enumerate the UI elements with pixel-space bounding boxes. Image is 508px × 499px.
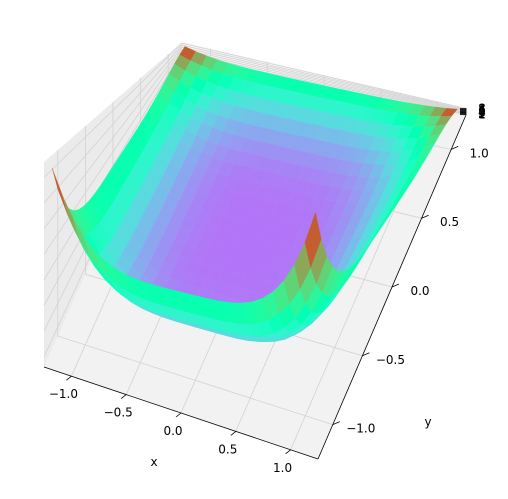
z-gridline (43, 48, 467, 255)
y-tick-label: 0.5 (440, 215, 459, 229)
y-tick-label: 1.0 (470, 146, 489, 160)
z-gridline (43, 42, 467, 178)
y-tick (332, 421, 340, 425)
x-tick (285, 449, 291, 455)
z-tick-label: 6 (478, 103, 486, 117)
y-tick-label: 0.0 (410, 284, 429, 298)
surface-facet (304, 211, 322, 269)
z-tick-label: 4 (478, 105, 486, 119)
x-tick (175, 412, 182, 418)
x-axis-label: x (150, 455, 157, 469)
x-tick (230, 431, 237, 436)
x-tick-label: 1.0 (273, 461, 292, 475)
y-tick (362, 352, 370, 357)
surface-mesh (52, 46, 458, 342)
z-tick-label: 5 (478, 104, 486, 118)
x-tick-label: −1.0 (49, 387, 78, 401)
y-tick (451, 146, 459, 150)
z-tick-label: 8 (478, 102, 486, 116)
y-tick-label: −1.0 (346, 422, 375, 436)
x-tick-label: 0.5 (218, 442, 237, 456)
y-gridline (57, 150, 333, 425)
z-tick-label: 2 (478, 107, 486, 121)
z-tick-label: 7 (478, 102, 486, 116)
x-tick (66, 375, 72, 381)
y-tick-label: −0.5 (376, 353, 405, 367)
z-tick-label: 1 (478, 108, 486, 122)
z-gridline (43, 46, 467, 229)
y-tick (391, 283, 400, 288)
x-tick-label: 0.0 (163, 424, 182, 438)
z-gridline (43, 44, 467, 204)
axes-ticks: −1.0 −0.5 0.0 0.5 1.0 −1.0 −0.5 0.0 0.5 1.0 123456… (49, 102, 489, 475)
x-tick-label: −0.5 (104, 406, 133, 420)
y-tick (421, 214, 429, 219)
x-tick (120, 394, 127, 399)
y-axis-label: y (424, 415, 431, 429)
z-tick-label: 3 (478, 106, 486, 120)
